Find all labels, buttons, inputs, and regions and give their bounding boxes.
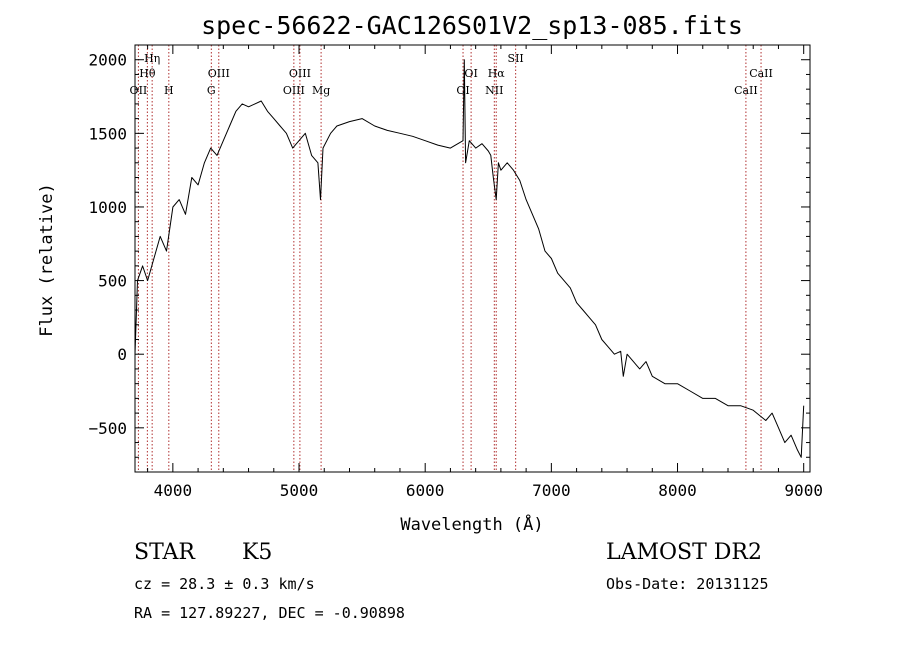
spectral-line-label: OIII: [289, 67, 311, 80]
y-tick-label: −500: [88, 419, 127, 438]
spectral-line-label: CaII: [749, 67, 773, 80]
spectral-line-label: OIII: [283, 84, 305, 97]
spectral-line-label: OI: [464, 67, 477, 80]
spectral-lines-layer: [137, 45, 762, 472]
spectral-line-label: H: [164, 84, 174, 97]
y-tick-label: 500: [98, 272, 127, 291]
x-tick-label: 7000: [532, 481, 571, 500]
x-tick-label: 6000: [406, 481, 445, 500]
spectral-line-label: OIII: [208, 67, 230, 80]
spectrum-series-line: [134, 59, 805, 458]
plot-frame: [134, 44, 811, 473]
spectral-line-label: Mg: [312, 84, 330, 97]
spectral-line-label: NII: [485, 84, 503, 97]
spectral-line-label: SII: [508, 52, 524, 65]
y-tick-label: 2000: [88, 51, 127, 70]
y-axis-label: Flux (relative): [37, 183, 57, 337]
spectral-line-label: CaII: [734, 84, 758, 97]
x-tick-label: 5000: [280, 481, 319, 500]
spectral-line-label: G: [207, 84, 216, 97]
y-tick-label: 1000: [88, 198, 127, 217]
x-tick-label: 8000: [658, 481, 697, 500]
x-axis-label: Wavelength (Å): [400, 513, 543, 535]
spectral-line-label: Hθ: [139, 67, 156, 80]
series-layer: [134, 59, 805, 458]
spectral-line-label: OII: [130, 84, 148, 97]
chart-title: spec-56622-GAC126S01V2_sp13-085.fits: [201, 11, 743, 40]
spectral-line-label: Hα: [488, 67, 506, 80]
survey-name: LAMOST DR2: [606, 540, 762, 565]
observation-date: Obs-Date: 20131125: [606, 575, 769, 593]
coordinates-readout: RA = 127.89227, DEC = -0.90898: [134, 604, 405, 622]
object-class: STAR: [134, 540, 195, 565]
y-tick-label: 1500: [88, 124, 127, 143]
object-subclass: K5: [242, 540, 273, 565]
spectral-line-label: OI: [456, 84, 469, 97]
x-tick-label: 4000: [154, 481, 193, 500]
x-tick-label: 9000: [784, 481, 823, 500]
redshift-readout: cz = 28.3 ± 0.3 km/s: [134, 575, 315, 593]
y-tick-label: 0: [117, 345, 127, 364]
axes-layer: 4000 5000 6000 7000 8000 9000 −500 0 500 1000 1500…: [88, 44, 823, 500]
spectral-line-label: Hη: [144, 52, 160, 65]
